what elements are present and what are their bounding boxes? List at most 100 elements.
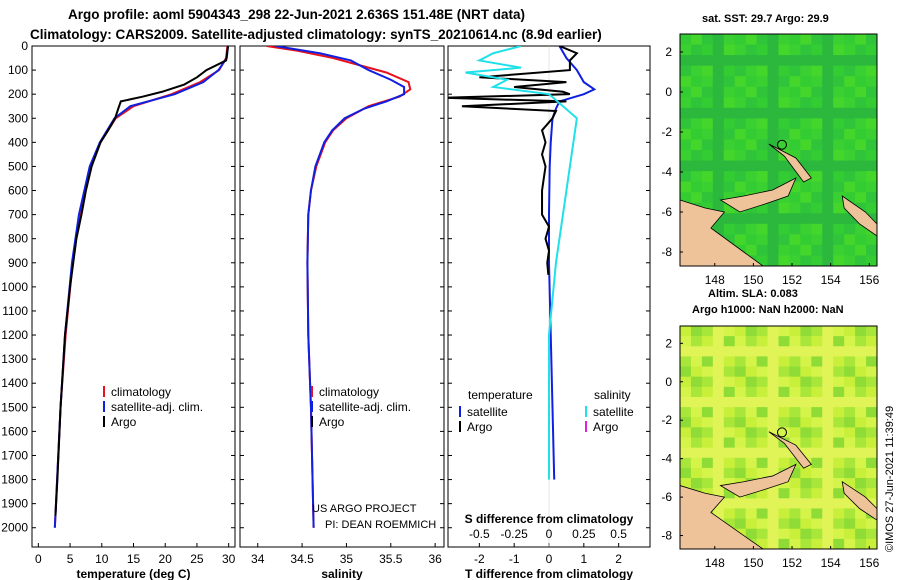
x-axis-label: T difference from climatology [465, 567, 633, 580]
map-cell [778, 427, 790, 438]
y-tick-label: 0 [21, 39, 28, 53]
map-cell [767, 202, 779, 214]
map-cell [833, 498, 845, 509]
legend-label: satellite-adj. clim. [319, 400, 411, 414]
map-cell [844, 417, 856, 428]
top-axis-label: S difference from climatology [465, 512, 634, 526]
map-cell [767, 447, 779, 459]
map-cell [723, 86, 736, 98]
map-cell [734, 171, 747, 183]
map-cell [800, 528, 812, 540]
map-cell [855, 34, 867, 46]
map-cell [811, 437, 823, 449]
map-cell [778, 508, 790, 520]
map-cell [745, 457, 758, 469]
map-cell [723, 356, 736, 368]
y-tick-label: 1200 [1, 328, 28, 342]
map-cell [767, 44, 779, 56]
map-cell [789, 376, 801, 388]
map-cell [844, 65, 856, 77]
map-cell [690, 366, 703, 378]
map-cell [701, 128, 714, 140]
map-cell [822, 437, 834, 449]
map-y-tick-label: -2 [661, 413, 672, 427]
map-cell [701, 118, 714, 130]
map-cell [789, 396, 801, 408]
map-cell [756, 244, 769, 256]
map-cell [855, 76, 867, 88]
map-cell [723, 202, 736, 214]
map-cell [789, 508, 801, 520]
map-cell [822, 55, 834, 67]
map-cell [866, 139, 878, 151]
top-tick-label: 0.5 [610, 527, 627, 541]
map-cell [701, 139, 714, 151]
credit-line2: PI: DEAN ROEMMICH [325, 519, 436, 531]
map-cell [789, 467, 801, 479]
map-cell [723, 107, 736, 119]
map-cell [855, 356, 867, 368]
map-cell [756, 255, 769, 267]
map-cell [833, 76, 845, 88]
map-x-tick-label: 156 [859, 273, 879, 287]
plot-frame [239, 45, 445, 548]
map-cell [712, 181, 725, 193]
map-cell [866, 376, 878, 388]
map-cell [822, 518, 834, 530]
map-cell [756, 336, 769, 347]
map-cell [756, 171, 769, 183]
map-cell [745, 65, 758, 77]
map-cell [734, 427, 747, 438]
map-cell [712, 76, 725, 88]
map-cell [844, 213, 856, 225]
map-cell [822, 97, 834, 109]
map-cell [800, 86, 812, 98]
map-cell [745, 223, 758, 235]
map-cell [822, 427, 834, 438]
map-cell [745, 326, 758, 337]
map-cell [745, 244, 758, 256]
map-cell [767, 181, 779, 193]
map-cell [844, 498, 856, 509]
map-cell [734, 34, 747, 46]
map-cell [778, 447, 790, 459]
map-cell [756, 467, 769, 479]
map-cell [855, 478, 867, 489]
map-cell [690, 150, 703, 162]
map-cell [789, 528, 801, 540]
map-cell [767, 118, 779, 130]
map-cell [811, 118, 823, 130]
map-cell [844, 376, 856, 388]
map-cell [701, 478, 714, 489]
map-cell [701, 417, 714, 428]
map-cell [833, 478, 845, 489]
map-cell [745, 356, 758, 368]
map-cell [690, 396, 703, 408]
map-cell [745, 55, 758, 67]
map-frame [679, 33, 878, 267]
map-cell [778, 346, 790, 357]
map-cell [723, 234, 736, 246]
map-cell [822, 346, 834, 357]
map-cell [855, 326, 867, 337]
map-cell [756, 213, 769, 225]
map-cell [690, 139, 703, 151]
map-cell [833, 427, 845, 438]
map-cell [833, 376, 845, 388]
map-cell [811, 488, 823, 499]
map-cell [734, 447, 747, 459]
map-cell [745, 396, 758, 408]
map-cell [745, 234, 758, 246]
map-cell [680, 396, 692, 408]
map-cell [734, 160, 747, 172]
map-cell [800, 55, 812, 67]
map-cell [690, 97, 703, 109]
map-cell [866, 447, 878, 459]
map-cell [844, 34, 856, 46]
map-cell [723, 427, 736, 438]
map-cell [745, 528, 758, 540]
y-tick-label: 900 [8, 256, 28, 270]
map-cell [690, 437, 703, 449]
map-cell [756, 457, 769, 469]
map-cell [833, 467, 845, 479]
